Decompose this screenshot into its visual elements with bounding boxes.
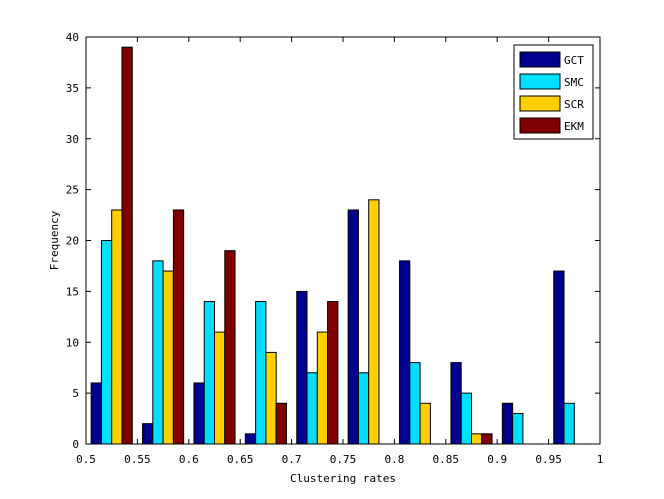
x-tick-label: 0.5 [76, 453, 96, 466]
bar-ekm-1 [121, 46, 133, 445]
y-tick-label: 0 [72, 438, 79, 451]
bar-scr-5 [316, 331, 329, 445]
x-axis-title: Clustering rates [290, 472, 396, 485]
bar-smc-5 [306, 372, 318, 445]
x-tick-label: 0.65 [227, 453, 254, 466]
legend-label-gct: GCT [564, 54, 584, 67]
bar-scr-7 [419, 402, 431, 445]
bar-scr-1 [111, 209, 123, 445]
bar-smc-7 [409, 362, 421, 445]
bar-ekm-4 [275, 402, 287, 445]
bar-gct-1 [90, 382, 102, 445]
x-tick-label: 0.95 [535, 453, 562, 466]
bar-scr-2 [162, 270, 174, 445]
bar-smc-1 [100, 240, 113, 445]
y-axis: 0 5 10 15 20 25 30 35 40 [66, 31, 600, 451]
y-tick-label: 35 [66, 82, 79, 95]
y-tick-label: 20 [66, 235, 79, 248]
legend-swatch-smc [519, 73, 561, 90]
bar-gct-5 [296, 290, 308, 445]
y-tick-label: 30 [66, 133, 79, 146]
bar-gct-8 [450, 362, 462, 445]
bar-scr-6 [368, 199, 380, 445]
bar-smc-9 [512, 412, 524, 445]
x-tick-label: 1 [597, 453, 604, 466]
bar-smc-10 [563, 402, 575, 445]
bar-smc-3 [203, 301, 216, 445]
bar-smc-4 [255, 301, 267, 445]
bar-gct-10 [553, 270, 565, 445]
bar-gct-7 [399, 260, 411, 445]
legend-swatch-gct [519, 51, 561, 68]
bar-gct-2 [142, 423, 154, 445]
x-tick-label: 0.55 [124, 453, 151, 466]
bar-ekm-2 [172, 209, 185, 445]
bar-gct-6 [347, 209, 359, 445]
y-tick-label: 25 [66, 184, 79, 197]
legend-swatch-scr [519, 95, 561, 112]
bar-smc-6 [357, 372, 370, 445]
x-tick-label: 0.85 [433, 453, 460, 466]
bar-gct-4 [244, 433, 257, 445]
legend: GCT SMC SCR EKM [513, 44, 594, 140]
bar-ekm-3 [224, 250, 236, 445]
y-tick-label: 10 [66, 336, 79, 349]
bar-ekm-8 [481, 433, 493, 445]
bar-smc-2 [152, 260, 164, 445]
bar-scr-8 [471, 433, 483, 445]
bar-gct-9 [501, 402, 514, 445]
y-axis-title: Frequency [48, 210, 61, 270]
legend-label-ekm: EKM [564, 120, 584, 133]
x-tick-label: 0.75 [330, 453, 357, 466]
legend-swatch-ekm [519, 117, 561, 134]
y-tick-label: 5 [72, 387, 79, 400]
y-tick-label: 15 [66, 285, 79, 298]
x-tick-label: 0.9 [487, 453, 507, 466]
legend-label-scr: SCR [564, 98, 584, 111]
y-tick-label: 40 [66, 31, 79, 44]
bar-gct-3 [193, 382, 205, 445]
bar-ekm-5 [327, 301, 339, 445]
bar-scr-4 [265, 351, 277, 445]
x-tick-label: 0.7 [282, 453, 302, 466]
bar-smc-8 [460, 392, 473, 445]
x-tick-label: 0.8 [384, 453, 404, 466]
x-tick-label: 0.6 [179, 453, 199, 466]
legend-label-smc: SMC [564, 76, 584, 89]
x-axis: 0.5 0.55 0.6 0.65 0.7 0.75 0.8 0.85 0.9 0.95 1 [76, 37, 603, 466]
bar-scr-3 [214, 331, 226, 445]
